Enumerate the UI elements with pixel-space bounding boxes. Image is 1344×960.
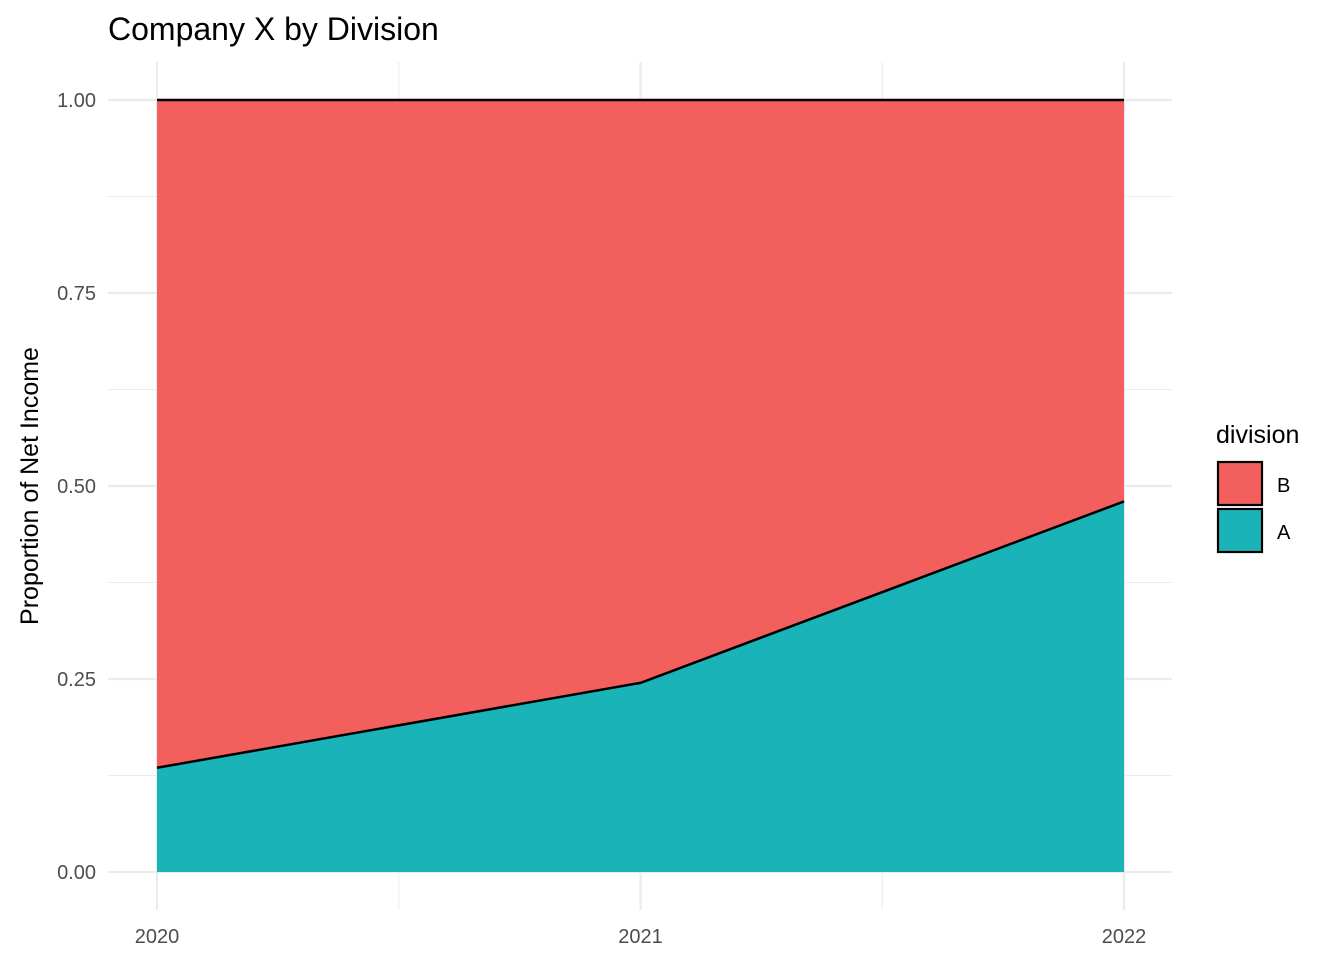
x-tick-label: 2020 <box>135 926 180 948</box>
y-axis-ticks: 0.00 0.25 0.50 0.75 1.00 <box>57 90 96 884</box>
legend-title: division <box>1216 421 1299 449</box>
x-tick-label: 2022 <box>1102 926 1147 948</box>
area-a <box>157 501 1124 872</box>
y-tick-label: 0.50 <box>57 476 96 498</box>
chart-title: Company X by Division <box>108 11 439 47</box>
legend-key-b <box>1216 460 1264 507</box>
x-tick-label: 2021 <box>618 926 663 948</box>
y-tick-label: 0.75 <box>57 283 96 305</box>
legend-key-a <box>1216 507 1264 554</box>
y-tick-label: 0.25 <box>57 669 96 691</box>
x-axis-ticks: 2020 2021 2022 <box>135 926 1147 948</box>
legend-label-a: A <box>1277 522 1291 544</box>
legend: division B A <box>1216 421 1299 554</box>
y-axis-title: Proportion of Net Income <box>16 347 44 625</box>
y-tick-label: 0.00 <box>57 862 96 884</box>
area-a-outline <box>156 500 1125 770</box>
area-b <box>157 100 1124 768</box>
y-tick-label: 1.00 <box>57 90 96 112</box>
legend-label-b: B <box>1277 475 1290 497</box>
area-layers <box>156 98 1125 872</box>
